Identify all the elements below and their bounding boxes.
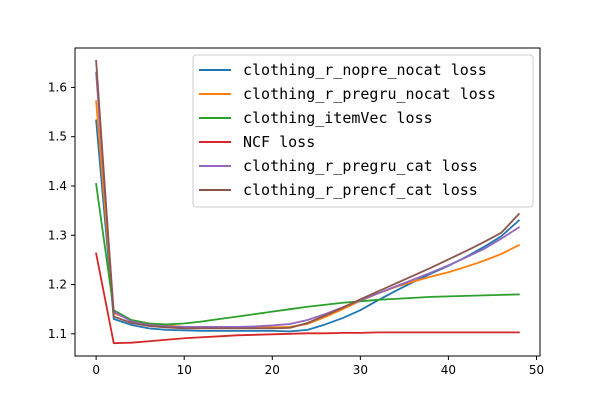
plot-frame (74, 47, 541, 357)
y-axis: 1.1 1.2 1.3 1.4 1.5 1.6 (48, 80, 75, 341)
y-tick-label: 1.4 (48, 179, 67, 193)
x-tick-label: 0 (92, 363, 100, 377)
y-tick-label: 1.5 (48, 130, 67, 144)
x-tick-label: 30 (353, 363, 368, 377)
x-tick-label: 20 (265, 363, 280, 377)
y-tick-label: 1.2 (48, 278, 67, 292)
legend-label: clothing_r_pregru_nocat loss (243, 85, 496, 103)
series-line-6 (95, 59, 521, 330)
legend-label: NCF loss (243, 133, 315, 151)
legend-label: clothing_itemVec loss (243, 109, 433, 127)
legend-label: clothing_r_nopre_nocat loss (243, 61, 487, 79)
legend-label: clothing_r_prencf_cat loss (243, 181, 478, 199)
y-tick-label: 1.1 (48, 327, 67, 341)
legend: clothing_r_nopre_nocat loss clothing_r_pr… (192, 54, 534, 208)
y-tick-label: 1.6 (48, 80, 67, 94)
series-line-3 (95, 182, 520, 326)
legend-box (192, 54, 534, 208)
series-line-5 (95, 71, 521, 328)
legend-label: clothing_r_pregru_cat loss (243, 157, 478, 175)
x-tick-label: 10 (177, 363, 192, 377)
x-axis: 0 10 20 30 40 50 (92, 356, 544, 377)
plot-lines (95, 59, 521, 345)
x-tick-label: 40 (441, 363, 456, 377)
y-tick-label: 1.3 (48, 228, 67, 242)
x-tick-label: 50 (529, 363, 544, 377)
series-line-2 (95, 100, 521, 329)
series-line-4 (95, 252, 520, 345)
